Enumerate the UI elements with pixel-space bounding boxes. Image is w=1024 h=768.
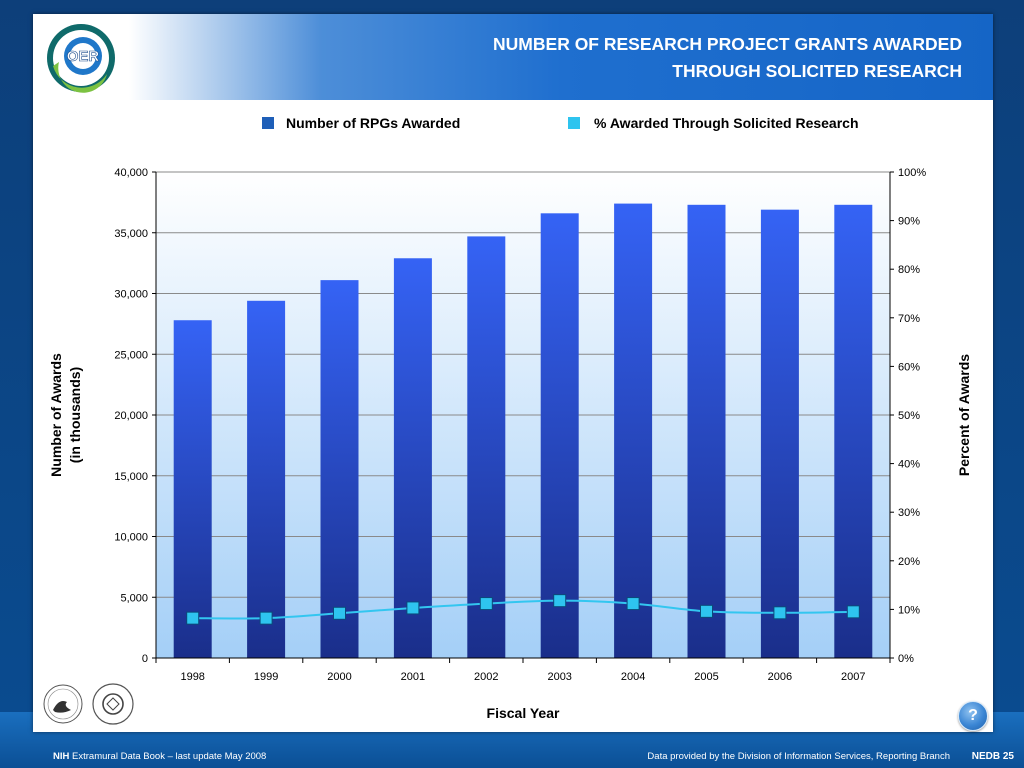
title-line-2: THROUGH SOLICITED RESEARCH	[672, 61, 962, 81]
bar	[467, 236, 506, 658]
bar	[834, 204, 873, 658]
y-tick-label: 0	[142, 653, 148, 665]
bar	[760, 209, 799, 658]
bar	[687, 204, 726, 658]
y-tick-label: 30,000	[114, 289, 148, 301]
chart-legend: Number of RPGs Awarded % Awarded Through…	[262, 115, 859, 131]
nih-seal-icon	[92, 683, 134, 725]
y-tick-label: 40,000	[114, 167, 148, 179]
y2-tick-label: 90%	[898, 216, 920, 228]
title-line-1: NUMBER OF RESEARCH PROJECT GRANTS AWARDE…	[493, 34, 962, 54]
logo-text: OER	[67, 48, 100, 65]
legend-label-bars: Number of RPGs Awarded	[286, 115, 460, 131]
x-tick-label: 2000	[327, 671, 351, 683]
y2-tick-label: 50%	[898, 410, 920, 422]
y2-tick-label: 20%	[898, 556, 920, 568]
footer-left: NIH Extramural Data Book – last update M…	[53, 751, 266, 762]
page-number: NEDB 25	[971, 751, 1014, 762]
slide-header: OER NUMBER OF RESEARCH PROJECT GRANTS AW…	[33, 14, 993, 100]
combo-chart: Number of RPGs Awarded % Awarded Through…	[48, 115, 972, 721]
line-marker	[333, 606, 346, 620]
y-tick-label: 15,000	[114, 471, 148, 483]
y2-tick-label: 70%	[898, 313, 920, 325]
line-marker	[773, 606, 787, 620]
x-tick-label: 2001	[401, 671, 425, 683]
y-tick-label: 10,000	[114, 532, 148, 544]
line-marker	[700, 604, 713, 618]
y2-tick-label: 10%	[898, 604, 920, 616]
legend-label-line: % Awarded Through Solicited Research	[594, 115, 859, 131]
y2-tick-label: 0%	[898, 653, 914, 665]
x-tick-label: 2005	[694, 671, 718, 683]
bar	[320, 280, 359, 658]
hhs-seal-icon	[43, 684, 83, 724]
line-marker	[846, 605, 860, 619]
y-tick-label: 25,000	[114, 349, 148, 361]
bar	[540, 213, 579, 658]
oer-logo-icon: OER	[47, 24, 115, 93]
y2-tick-label: 100%	[898, 167, 926, 179]
x-tick-label: 1998	[180, 671, 204, 683]
y2-tick-label: 80%	[898, 264, 920, 276]
footer-book: Extramural Data Book – last update May 2…	[72, 751, 267, 762]
x-axis-title: Fiscal Year	[487, 705, 560, 721]
bar	[393, 258, 432, 658]
x-tick-label: 1999	[254, 671, 278, 683]
legend-swatch-bars	[262, 117, 274, 129]
y2-tick-label: 60%	[898, 361, 920, 373]
bar	[173, 320, 212, 658]
legend-swatch-line	[568, 117, 580, 129]
bar	[614, 203, 653, 658]
x-tick-label: 2002	[474, 671, 498, 683]
line-marker	[626, 597, 640, 611]
x-tick-label: 2006	[768, 671, 792, 683]
x-tick-label: 2003	[547, 671, 571, 683]
line-marker	[259, 611, 273, 625]
y-axis-subtitle: (in thousands)	[67, 367, 83, 463]
footer-nih: NIH	[53, 751, 70, 762]
footer-source: Data provided by the Division of Informa…	[647, 751, 950, 762]
bar	[247, 300, 286, 658]
y2-tick-label: 40%	[898, 459, 920, 471]
y-tick-label: 5,000	[120, 592, 148, 604]
y-tick-label: 20,000	[114, 410, 148, 422]
help-icon[interactable]: ?	[958, 701, 988, 731]
x-tick-label: 2004	[621, 671, 645, 683]
line-marker	[406, 601, 420, 615]
series-line	[192, 599, 854, 620]
y2-axis-title: Percent of Awards	[956, 354, 972, 476]
line-marker	[553, 594, 567, 608]
agency-seals	[43, 683, 134, 725]
y-axis-title: Number of Awards	[48, 353, 64, 477]
line-marker	[479, 597, 493, 611]
y2-tick-label: 30%	[898, 507, 920, 519]
x-tick-label: 2007	[841, 671, 865, 683]
line-marker	[186, 611, 200, 625]
page-title: NUMBER OF RESEARCH PROJECT GRANTS AWARDE…	[362, 31, 962, 85]
slide: OER NUMBER OF RESEARCH PROJECT GRANTS AW…	[33, 14, 993, 732]
y-tick-label: 35,000	[114, 228, 148, 240]
